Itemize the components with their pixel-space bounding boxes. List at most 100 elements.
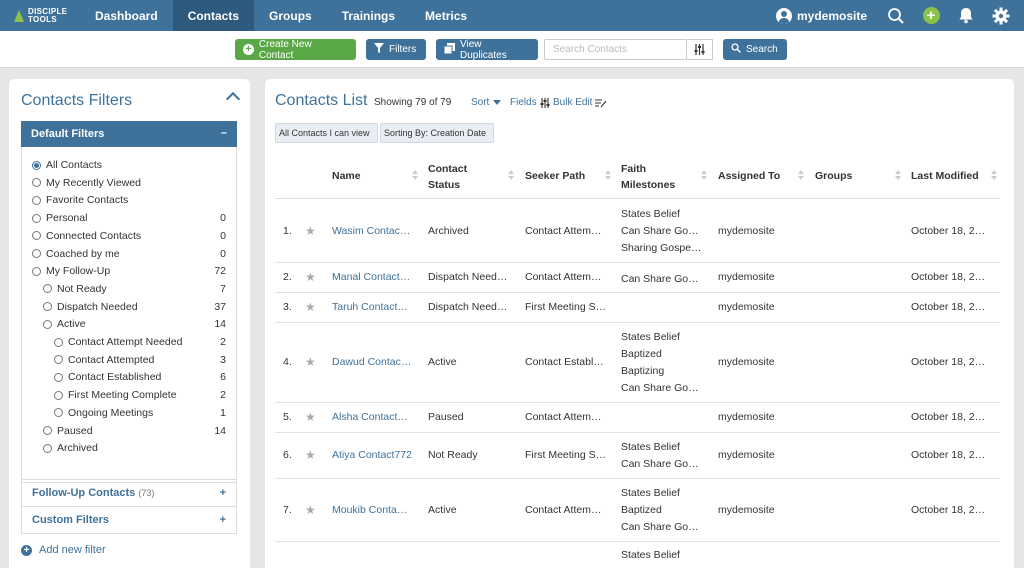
- create-new-contact-button[interactable]: + Create New Contact: [235, 39, 356, 61]
- column-header-assigned-to[interactable]: Assigned To: [718, 170, 781, 182]
- sort-dropdown[interactable]: Sort: [471, 97, 502, 108]
- contact-name-link[interactable]: Atiya Contact772: [332, 449, 412, 461]
- favorite-star-icon[interactable]: ★: [305, 502, 316, 517]
- filter-option[interactable]: Contact Attempt Needed: [54, 335, 182, 349]
- filter-option[interactable]: Connected Contacts: [32, 229, 141, 243]
- contact-name-link[interactable]: Alsha Contact…: [332, 411, 408, 423]
- filter-option[interactable]: Contact Attempted: [54, 353, 154, 367]
- radio-button[interactable]: [43, 319, 52, 329]
- filter-chip-all-contacts[interactable]: All Contacts I can view: [275, 123, 378, 143]
- filter-option[interactable]: Active: [43, 317, 86, 331]
- sort-arrows-icon[interactable]: [798, 170, 804, 182]
- radio-button[interactable]: [32, 178, 41, 188]
- view-duplicates-button[interactable]: View Duplicates: [436, 39, 538, 61]
- collapse-toggle-icon[interactable]: –: [220, 127, 227, 139]
- table-row[interactable]: 4. ★ Dawud Contac… Active Contact Establ… Sta…: [275, 323, 1000, 403]
- favorite-star-icon[interactable]: ★: [305, 410, 316, 424]
- bell-icon[interactable]: [957, 7, 975, 25]
- radio-button[interactable]: [54, 390, 63, 400]
- radio-button[interactable]: [32, 249, 41, 258]
- gear-icon[interactable]: [992, 7, 1010, 25]
- filter-option[interactable]: Ongoing Meetings: [54, 406, 153, 420]
- radio-button[interactable]: [54, 372, 63, 382]
- plus-icon[interactable]: +: [922, 7, 940, 25]
- radio-button[interactable]: [32, 231, 41, 241]
- filter-option[interactable]: Contact Established: [54, 370, 161, 384]
- default-filters-header[interactable]: Default Filters –: [21, 121, 237, 147]
- search-button[interactable]: Search: [723, 39, 787, 60]
- column-header-name[interactable]: Name: [332, 170, 361, 182]
- column-header-last-modified[interactable]: Last Modified: [911, 170, 979, 182]
- sort-arrows-icon[interactable]: [412, 170, 418, 182]
- favorite-star-icon[interactable]: ★: [305, 448, 316, 462]
- radio-button[interactable]: [32, 160, 41, 170]
- contact-name-link[interactable]: Dawud Contac…: [332, 356, 412, 368]
- fields-button[interactable]: Fields: [510, 97, 550, 108]
- filter-option[interactable]: Favorite Contacts: [32, 193, 128, 207]
- filter-option[interactable]: Paused: [43, 424, 93, 438]
- table-row[interactable]: 5. ★ Alsha Contact… Paused Contact Attem… myd…: [275, 403, 1000, 433]
- column-header-contact-status[interactable]: Contact Status: [428, 163, 468, 191]
- disciple-tools-logo[interactable]: DISCIPLE TOOLS: [0, 0, 80, 31]
- contact-name-link[interactable]: Wasim Contac…: [332, 224, 411, 237]
- filter-option[interactable]: Dispatch Needed: [43, 300, 138, 314]
- expand-toggle-icon[interactable]: +: [219, 487, 226, 499]
- custom-filters-section[interactable]: Custom Filters +: [21, 506, 237, 534]
- contact-name-link[interactable]: Manal Contact…: [332, 271, 411, 283]
- sort-arrows-icon[interactable]: [701, 170, 707, 182]
- column-header-seeker-path[interactable]: Seeker Path: [525, 170, 586, 182]
- filter-option[interactable]: Not Ready: [43, 282, 107, 296]
- radio-button[interactable]: [43, 302, 52, 312]
- favorite-star-icon[interactable]: ★: [305, 355, 316, 369]
- sort-arrows-icon[interactable]: [895, 170, 901, 182]
- filter-option[interactable]: First Meeting Complete: [54, 388, 177, 402]
- radio-button[interactable]: [54, 408, 63, 418]
- filter-option[interactable]: Coached by me: [32, 247, 120, 261]
- filter-option[interactable]: Archived: [43, 441, 98, 455]
- filter-option[interactable]: All Contacts: [32, 158, 102, 172]
- radio-button[interactable]: [32, 195, 41, 205]
- filter-chip-sorting[interactable]: Sorting By: Creation Date: [380, 123, 494, 143]
- favorite-star-icon[interactable]: ★: [305, 223, 316, 238]
- add-new-filter-link[interactable]: + Add new filter: [21, 544, 106, 556]
- filters-button[interactable]: Filters: [366, 39, 426, 60]
- bulk-edit-button[interactable]: Bulk Edit: [553, 97, 607, 108]
- filter-option[interactable]: My Follow-Up: [32, 264, 110, 278]
- filter-option[interactable]: My Recently Viewed: [32, 176, 141, 190]
- nav-trainings[interactable]: Trainings: [341, 8, 396, 23]
- radio-button[interactable]: [43, 284, 52, 294]
- nav-dashboard[interactable]: Dashboard: [95, 8, 158, 23]
- table-row[interactable]: 2. ★ Manal Contact… Dispatch Need… Contact A…: [275, 263, 1000, 293]
- table-row[interactable]: 6. ★ Atiya Contact772 Not Ready First Meetin…: [275, 433, 1000, 479]
- radio-button[interactable]: [54, 355, 63, 365]
- search-input[interactable]: Search Contacts: [544, 39, 687, 60]
- filter-option[interactable]: Personal: [32, 211, 87, 225]
- column-header-groups[interactable]: Groups: [815, 170, 853, 182]
- favorite-star-icon[interactable]: ★: [305, 300, 316, 314]
- contact-name-link[interactable]: Moukib Conta…: [332, 503, 408, 516]
- nav-contacts[interactable]: Contacts: [172, 0, 255, 31]
- search-icon[interactable]: [887, 7, 905, 25]
- collapse-chevron-icon[interactable]: [225, 91, 241, 107]
- table-row[interactable]: States Belief: [275, 542, 1000, 568]
- favorite-star-icon[interactable]: ★: [305, 270, 316, 284]
- column-header-faith-milestones[interactable]: Faith Milestones: [621, 163, 676, 191]
- table-row[interactable]: 7. ★ Moukib Conta… Active Contact Attem… Stat…: [275, 479, 1000, 542]
- contact-name-link[interactable]: Taruh Contact…: [332, 301, 408, 313]
- table-row[interactable]: 1. ★ Wasim Contac… Archived Contact Attem… St…: [275, 200, 1000, 263]
- user-menu[interactable]: mydemosite: [775, 7, 867, 24]
- radio-button[interactable]: [43, 426, 52, 435]
- radio-button[interactable]: [32, 213, 41, 223]
- radio-button[interactable]: [32, 266, 41, 276]
- radio-button[interactable]: [43, 443, 52, 453]
- sort-arrows-icon[interactable]: [508, 170, 514, 182]
- sort-arrows-icon[interactable]: [605, 170, 611, 182]
- search-options-button[interactable]: [687, 39, 713, 60]
- follow-up-contacts-section[interactable]: Follow-Up Contacts (73) +: [21, 479, 237, 507]
- radio-button[interactable]: [54, 337, 63, 347]
- nav-metrics[interactable]: Metrics: [425, 8, 468, 23]
- table-row[interactable]: 3. ★ Taruh Contact… Dispatch Need… First Mee…: [275, 293, 1000, 323]
- expand-toggle-icon[interactable]: +: [219, 514, 226, 526]
- nav-groups[interactable]: Groups: [269, 8, 312, 23]
- sort-arrows-icon[interactable]: [991, 170, 997, 182]
